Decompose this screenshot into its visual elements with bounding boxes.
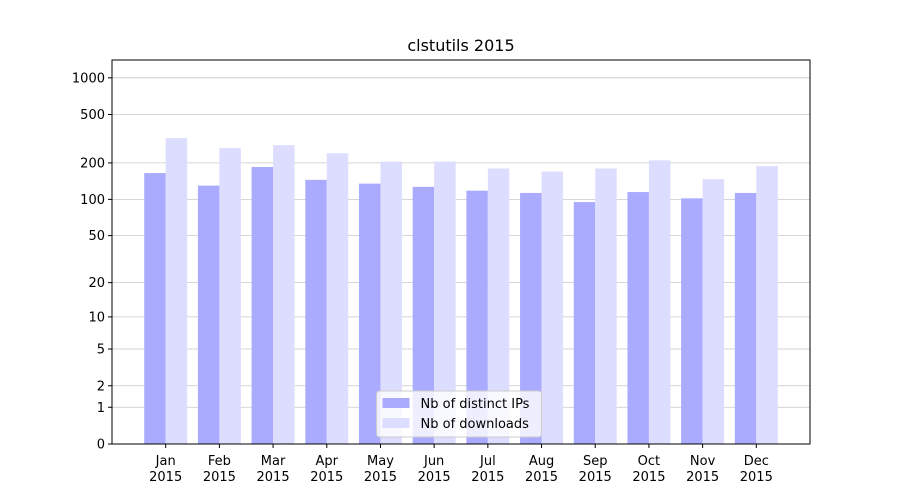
x-tick-label: 2015 — [471, 470, 504, 485]
x-tick-label: Sep — [583, 454, 608, 469]
x-tick-label: Feb — [208, 454, 231, 469]
bar — [681, 198, 703, 444]
bar — [520, 192, 542, 444]
x-tick-label: 2015 — [257, 470, 290, 485]
x-tick-label: Dec — [744, 454, 769, 469]
bar — [541, 171, 564, 444]
bar — [734, 192, 757, 444]
legend: Nb of distinct IPs Nb of downloads — [376, 390, 542, 438]
legend-label: Nb of distinct IPs — [421, 397, 530, 412]
legend-swatch — [382, 398, 410, 408]
x-tick-label: Apr — [316, 454, 339, 469]
bar — [412, 186, 435, 445]
bar — [273, 145, 295, 444]
bar — [326, 153, 349, 445]
x-tick-label: 2015 — [686, 470, 719, 485]
bar — [756, 166, 778, 444]
x-tick-label: Nov — [690, 454, 716, 469]
y-tick-label: 100 — [80, 193, 105, 208]
x-tick-label: Jun — [423, 454, 444, 469]
bar — [648, 160, 671, 445]
y-tick-label: 5 — [97, 343, 105, 358]
x-tick-label: May — [367, 454, 394, 469]
bar — [434, 161, 456, 444]
bar — [305, 179, 327, 445]
y-tick-label: 50 — [88, 229, 105, 244]
bar — [165, 138, 188, 445]
x-tick-label: 2015 — [418, 470, 451, 485]
chart-title: clstutils 2015 — [407, 36, 514, 55]
bar — [251, 167, 274, 444]
bar — [487, 168, 510, 444]
x-tick-label: 2015 — [203, 470, 236, 485]
bar — [144, 173, 166, 444]
x-tick-label: 2015 — [579, 470, 612, 485]
y-tick-label: 2 — [97, 379, 105, 394]
y-tick-label: 1 — [97, 401, 105, 416]
x-tick-label: Oct — [638, 454, 660, 469]
x-tick-label: 2015 — [364, 470, 397, 485]
bar — [627, 192, 649, 444]
bar — [219, 148, 241, 445]
bar — [466, 190, 488, 444]
bar — [573, 202, 596, 444]
legend-label: Nb of downloads — [421, 417, 530, 432]
bar — [595, 168, 617, 444]
y-tick-label: 500 — [80, 108, 105, 123]
y-tick-label: 10 — [88, 310, 105, 325]
x-tick-label: Jan — [155, 454, 176, 469]
x-tick-label: 2015 — [632, 470, 665, 485]
x-tick-label: Aug — [529, 454, 554, 469]
y-tick-label: 20 — [88, 276, 105, 291]
bar — [380, 161, 402, 444]
x-tick-label: 2015 — [149, 470, 182, 485]
x-tick-label: 2015 — [525, 470, 558, 485]
bar — [197, 185, 220, 444]
plot-frame — [111, 59, 811, 445]
y-tick-label: 200 — [80, 156, 105, 171]
y-tick-label: 1000 — [72, 71, 105, 86]
bar — [702, 179, 725, 445]
x-tick-label: Jul — [479, 454, 496, 469]
x-tick-label: 2015 — [310, 470, 343, 485]
legend-box — [376, 390, 542, 438]
legend-swatch — [382, 418, 410, 428]
bar — [358, 183, 381, 445]
x-tick-label: Mar — [261, 454, 286, 469]
x-tick-label: 2015 — [740, 470, 773, 485]
y-tick-label: 0 — [97, 438, 105, 453]
